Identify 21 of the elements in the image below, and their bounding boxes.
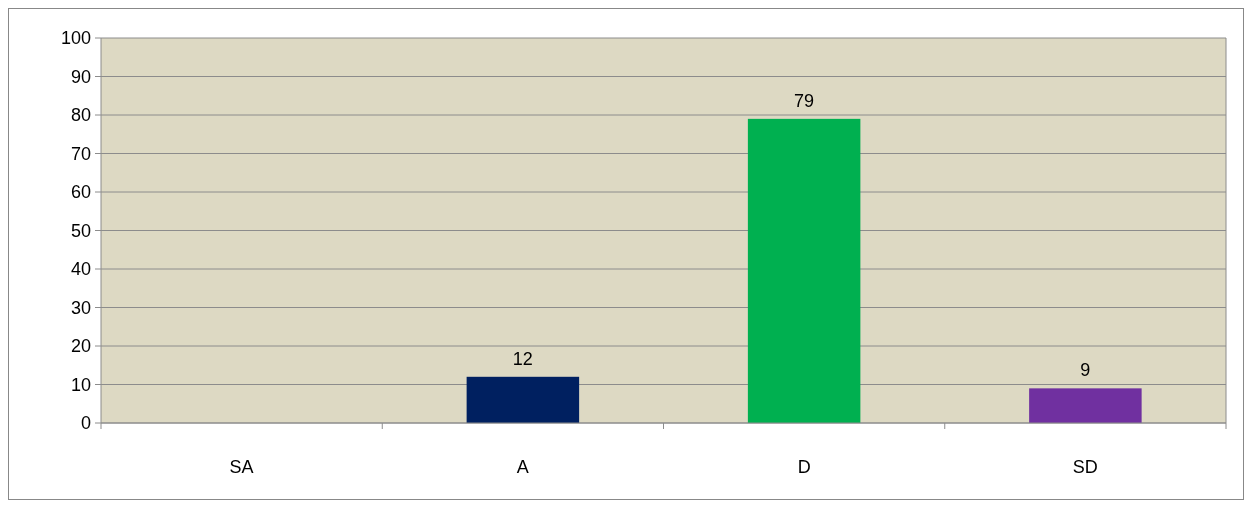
- data-label: 79: [794, 90, 815, 111]
- y-tick-label: 0: [80, 413, 91, 434]
- y-tick-label: 80: [70, 105, 91, 126]
- y-tick-label: 30: [70, 297, 91, 318]
- data-label: 12: [512, 348, 533, 369]
- y-tick-label: 40: [70, 259, 91, 280]
- bar: [1029, 388, 1142, 423]
- y-tick-label: 70: [70, 143, 91, 164]
- x-tick-label: SD: [1072, 457, 1098, 477]
- bar: [747, 118, 861, 423]
- x-tick-label: SA: [229, 457, 254, 477]
- y-tick-label: 10: [70, 374, 91, 395]
- data-label: 9: [1080, 360, 1091, 381]
- y-tick-label: 50: [70, 220, 91, 241]
- bar: [466, 376, 580, 423]
- y-tick-label: 100: [60, 28, 91, 49]
- y-tick-label: 90: [70, 66, 91, 87]
- y-tick-label: 60: [70, 182, 91, 203]
- y-tick-label: 20: [70, 336, 91, 357]
- x-tick-label: A: [516, 457, 529, 477]
- x-tick-label: D: [797, 457, 811, 477]
